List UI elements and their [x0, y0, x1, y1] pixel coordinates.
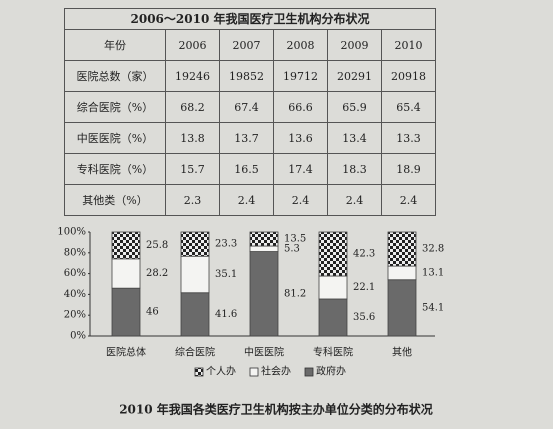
bar-segment [318, 275, 348, 300]
legend-label: 个人办 [206, 365, 236, 378]
header-row: 年份 2006 2007 2008 2009 2010 [64, 29, 436, 61]
table-cell: 19712 [273, 60, 328, 92]
table-cell: 19852 [219, 60, 274, 92]
bar-segment [111, 258, 141, 289]
table-cell: 20291 [327, 60, 382, 92]
value-label: 35.6 [353, 312, 375, 323]
table-cell: 2.3 [165, 184, 220, 216]
table-cell: 中医医院（%） [64, 122, 166, 154]
value-label: 5.3 [284, 243, 300, 254]
bar-segment [249, 251, 279, 337]
value-label: 32.8 [422, 244, 444, 255]
x-tick-label: 专科医院 [313, 346, 353, 359]
bar-segment [111, 231, 141, 260]
chart-title: 2010 年我国各类医疗卫生机构按主办单位分类的分布状况 [119, 402, 433, 417]
bar-segment [387, 279, 417, 337]
y-tick-label: 20% [64, 310, 86, 321]
table-row: 其他类（%） 2.3 2.4 2.4 2.4 2.4 [64, 184, 436, 216]
table-cell: 2.4 [219, 184, 274, 216]
table-cell: 65.4 [381, 91, 436, 123]
value-label: 46 [146, 307, 159, 318]
x-tick-label: 综合医院 [175, 346, 215, 359]
y-tick-label: 0% [70, 331, 86, 342]
legend-label: 政府办 [316, 365, 346, 378]
legend-label: 社会办 [261, 365, 291, 378]
table-cell: 2006 [165, 29, 220, 61]
table-cell: 13.3 [381, 122, 436, 154]
value-label: 23.3 [215, 239, 237, 250]
bar-segment [249, 245, 279, 252]
table-cell: 2009 [327, 29, 382, 61]
bar-segment [111, 287, 141, 337]
bar-segment [180, 292, 210, 337]
y-tick-label: 60% [64, 268, 86, 279]
table-title: 2006～2010 年我国医疗卫生机构分布状况 [64, 8, 436, 29]
table-cell: 13.4 [327, 122, 382, 154]
table-cell: 18.3 [327, 153, 382, 185]
value-label: 81.2 [284, 288, 306, 299]
table-cell: 2.4 [381, 184, 436, 216]
y-tick-label: 80% [64, 247, 86, 258]
table-row: 中医医院（%） 13.8 13.7 13.6 13.4 13.3 [64, 122, 436, 154]
table-cell: 医院总数（家） [64, 60, 166, 92]
legend-swatch [304, 367, 314, 377]
bar-segment [318, 298, 348, 337]
bar-segment [318, 231, 348, 277]
table-cell: 年份 [64, 29, 166, 61]
bar-segment [387, 265, 417, 281]
table-cell: 20918 [381, 60, 436, 92]
value-label: 13.1 [422, 267, 444, 278]
y-tick-label: 40% [64, 289, 86, 300]
value-label: 42.3 [353, 248, 375, 259]
bar-segment [387, 231, 417, 267]
value-label: 41.6 [215, 309, 237, 320]
table-cell: 2.4 [273, 184, 328, 216]
y-tick-label: 100% [57, 227, 86, 238]
table-cell: 16.5 [219, 153, 274, 185]
table-body: 医院总数（家） 19246 19852 19712 20291 20918 综合医院（%） 6… [64, 60, 436, 216]
table-cell: 2007 [219, 29, 274, 61]
table-cell: 2008 [273, 29, 328, 61]
data-table: 2006～2010 年我国医疗卫生机构分布状况 年份 2006 2007 2008 20… [64, 8, 436, 216]
table-cell: 2.4 [327, 184, 382, 216]
table-row: 医院总数（家） 19246 19852 19712 20291 20918 [64, 60, 436, 92]
legend-swatch [249, 367, 259, 377]
table-cell: 综合医院（%） [64, 91, 166, 123]
value-label: 22.1 [353, 282, 375, 293]
value-label: 35.1 [215, 269, 237, 280]
table-cell: 68.2 [165, 91, 220, 123]
value-label: 13.5 [284, 234, 306, 245]
bar-segment [180, 255, 210, 294]
table-cell: 其他类（%） [64, 184, 166, 216]
table-cell: 65.9 [327, 91, 382, 123]
x-tick-label: 其他 [392, 346, 412, 359]
table-cell: 19246 [165, 60, 220, 92]
value-label: 25.8 [146, 240, 168, 251]
table-row: 综合医院（%） 68.2 67.4 66.6 65.9 65.4 [64, 91, 436, 123]
value-label: 54.1 [422, 302, 444, 313]
bar-segment [180, 231, 210, 257]
x-tick-label: 中医医院 [244, 346, 284, 359]
table-cell: 13.8 [165, 122, 220, 154]
bar-segment [249, 231, 279, 247]
value-label: 28.2 [146, 268, 168, 279]
legend-swatch [194, 367, 204, 377]
x-tick-label: 医院总体 [106, 346, 146, 359]
